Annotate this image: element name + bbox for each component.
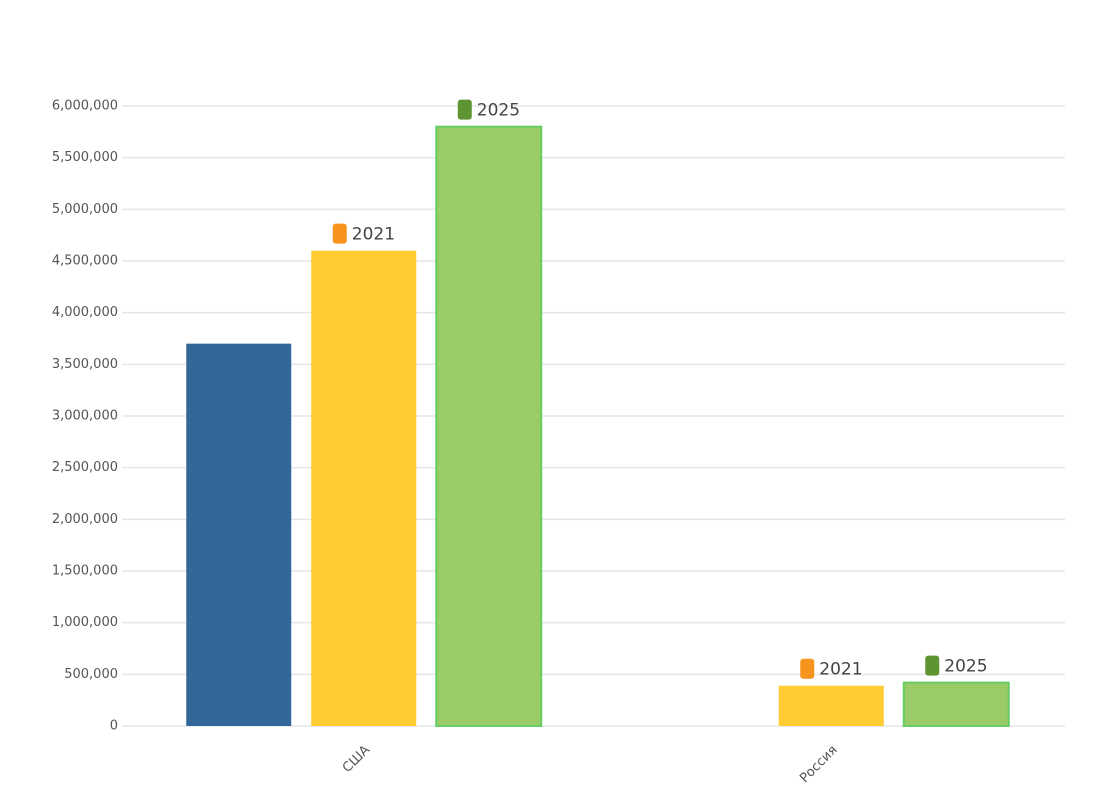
label-marker xyxy=(457,99,472,120)
bar-label: 2025 xyxy=(477,101,520,121)
label-marker xyxy=(925,655,940,676)
x-tick-label: США xyxy=(340,743,373,776)
y-tick-label: 2,000,000 xyxy=(52,512,118,527)
bar-label: 2021 xyxy=(352,225,395,245)
y-tick-label: 5,000,000 xyxy=(52,202,118,217)
bar-label: 2025 xyxy=(944,657,987,677)
bar xyxy=(778,685,884,726)
y-tick-label: 0 xyxy=(110,719,118,734)
y-tick-label: 4,500,000 xyxy=(52,254,118,269)
x-tick-label: Россия xyxy=(797,743,840,786)
bar-label: 2021 xyxy=(819,660,862,680)
y-tick-label: 3,500,000 xyxy=(52,357,118,372)
y-tick-label: 500,000 xyxy=(64,667,118,682)
bar xyxy=(186,343,292,726)
y-tick-label: 4,000,000 xyxy=(52,305,118,320)
label-marker xyxy=(800,658,815,679)
y-tick-label: 2,500,000 xyxy=(52,460,118,475)
bar xyxy=(435,125,543,727)
y-tick-label: 1,000,000 xyxy=(52,615,118,630)
y-tick-label: 3,000,000 xyxy=(52,409,118,424)
label-marker xyxy=(332,223,347,244)
y-tick-label: 5,500,000 xyxy=(52,150,118,165)
y-tick-label: 1,500,000 xyxy=(52,564,118,579)
bar xyxy=(902,681,1010,727)
y-tick-label: 6,000,000 xyxy=(52,99,118,114)
bar xyxy=(311,250,417,726)
